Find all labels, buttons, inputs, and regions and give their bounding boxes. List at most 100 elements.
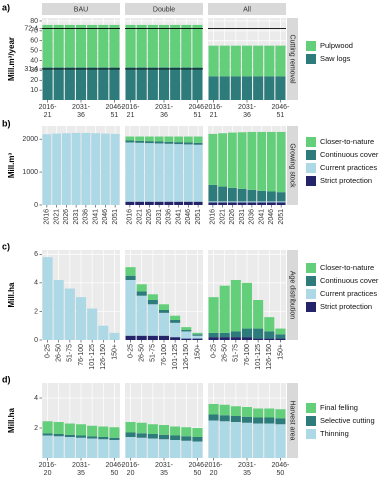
bar-segment (42, 67, 53, 100)
bar-segment (125, 67, 136, 100)
bar-segment (125, 24, 136, 68)
bar-segment (219, 285, 230, 333)
x-tick-label: 76-100 (161, 344, 168, 366)
x-tick-label: 126-150 (266, 344, 273, 370)
bar-segment (264, 338, 275, 340)
x-tick-label: 150+ (111, 344, 118, 360)
bar-segment (53, 280, 64, 340)
bar-segment (275, 409, 286, 419)
x-tick-label-line: 20 (44, 470, 52, 477)
bar-segment (266, 131, 276, 192)
x-tick-label-line: 2016- (39, 104, 58, 111)
bar-segment (136, 24, 147, 68)
bar-segment (192, 441, 203, 458)
bar-segment (110, 133, 120, 205)
bar-segment (253, 45, 264, 77)
legend-label: Saw logs (320, 54, 351, 63)
bar-segment (181, 436, 192, 441)
bar-segment (125, 335, 136, 340)
x-tick-label-line: 2031- (155, 462, 174, 469)
x-tick-label-line: 35 (243, 470, 251, 477)
y-tick-label: 20 (30, 77, 38, 84)
legend-label: Current practices (320, 163, 377, 172)
bar-segment (170, 315, 181, 320)
x-tick-label-line: 51 (277, 112, 285, 119)
bar-segment (192, 24, 203, 68)
y-tick-label: 2 (34, 425, 38, 432)
facet-strip (125, 3, 203, 15)
x-tick-label: 2016-20 (205, 462, 224, 477)
bar-segment (192, 335, 203, 339)
bar-segment (53, 436, 64, 458)
bar-segment (125, 136, 135, 141)
x-tick-label: 2046 (268, 209, 275, 225)
bar-segment (247, 201, 257, 203)
bar-segment (135, 201, 145, 205)
strip-label: Growing stock (289, 143, 296, 188)
bar-segment (219, 45, 230, 77)
legend-label: Selective cutting (320, 416, 375, 425)
x-tick-label-line: 21 (210, 112, 218, 119)
bar-segment (218, 202, 228, 205)
x-tick-label: 2041 (92, 209, 99, 225)
x-tick-label: 2046-50 (105, 462, 124, 477)
bar-segment (247, 131, 257, 190)
bar-segment (125, 432, 136, 437)
bar-segment (144, 136, 154, 142)
x-tick-label: 2046-51 (105, 104, 124, 119)
bar-segment (154, 201, 164, 205)
bar-segment (64, 437, 75, 458)
legend-key (306, 176, 316, 186)
bar-segment (266, 202, 276, 205)
bar-segment (135, 142, 145, 202)
bar-segment (264, 331, 275, 339)
bar-segment (181, 331, 192, 339)
bar-segment (276, 201, 286, 203)
bar-segment (208, 202, 218, 205)
x-tick-label-line: 51 (194, 112, 202, 119)
y-tick-label: 4 (34, 280, 38, 287)
bar-segment (136, 67, 147, 100)
bar-segment (125, 422, 136, 433)
bar-segment (170, 440, 181, 458)
bar-segment (183, 201, 193, 205)
bar-segment (147, 24, 158, 68)
bar-segment (275, 338, 286, 340)
x-tick-label: 2046-50 (271, 462, 290, 477)
bar-segment (125, 275, 136, 280)
x-tick-label: 2031 (73, 209, 80, 225)
x-tick-label: 0-25 (44, 344, 51, 358)
x-tick-label-line: 2046- (188, 462, 207, 469)
x-tick-label: 126-150 (100, 344, 107, 370)
bar-segment (87, 67, 98, 100)
bar-segment (42, 421, 53, 434)
bar-segment (125, 437, 136, 458)
bar-segment (257, 202, 267, 205)
bar-segment (208, 337, 219, 340)
bar-segment (75, 67, 87, 100)
bar-segment (181, 427, 192, 437)
legend-key (306, 403, 316, 413)
bar-segment (170, 435, 181, 440)
bar-segment (208, 201, 218, 203)
bar-segment (219, 421, 230, 458)
bar-segment (266, 201, 276, 203)
x-tick-label-line: 2046- (105, 104, 124, 111)
bar-segment (230, 331, 241, 338)
bar-segment (164, 136, 174, 142)
bar-segment (276, 131, 286, 193)
bar-segment (136, 437, 147, 458)
legend-key (306, 41, 316, 51)
bar-segment (193, 201, 203, 205)
bar-segment (170, 322, 181, 338)
x-tick-label: 26-50 (56, 344, 63, 362)
x-tick-label-line: 2046- (271, 104, 290, 111)
x-tick-label-line: 2031- (72, 104, 91, 111)
x-tick-label: 2031 (239, 209, 246, 225)
bar-segment (98, 437, 109, 440)
bar-segment (174, 136, 184, 143)
bar-segment (241, 407, 253, 417)
bar-segment (181, 330, 192, 332)
legend-key (306, 429, 316, 439)
y-tick-label: 0 (34, 202, 38, 209)
